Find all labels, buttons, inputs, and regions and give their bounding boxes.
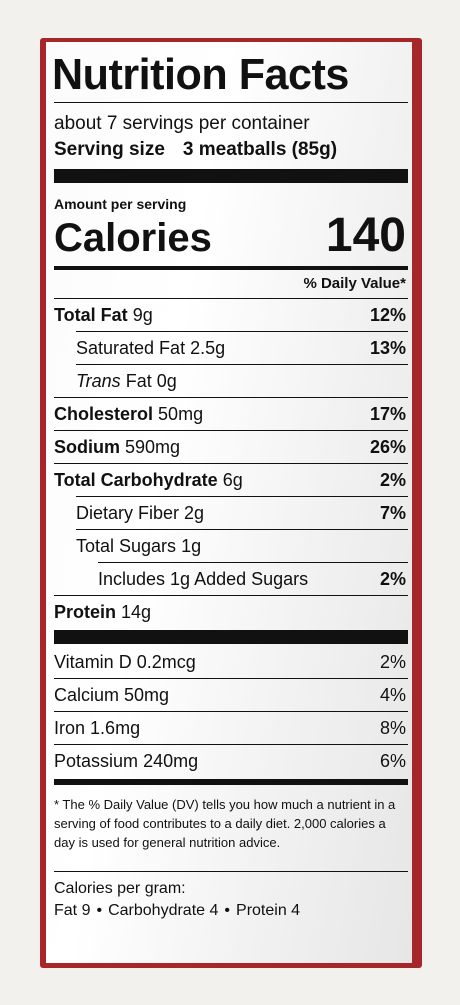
- divider: [54, 595, 408, 596]
- nutrient-row-total-fat: Total Fat 9g 12%: [52, 299, 408, 331]
- daily-value-header: % Daily Value*: [303, 275, 406, 292]
- nutrient-name: Total Fat: [54, 304, 128, 325]
- vitamin-amount: 50mg: [124, 684, 170, 705]
- nutrient-dv: 7%: [379, 502, 406, 523]
- label-title: Nutrition Facts: [52, 50, 349, 99]
- divider: [54, 102, 408, 103]
- divider: [76, 496, 408, 497]
- calories-label: Calories: [54, 216, 212, 260]
- divider: [98, 562, 408, 563]
- vitamin-row-iron: Iron 1.6mg 8%: [52, 712, 408, 744]
- nutrient-amount: 2g: [184, 502, 205, 523]
- nutrient-row-dietary-fiber: Dietary Fiber 2g 7%: [52, 497, 408, 529]
- calories-per-gram-label: Calories per gram:: [54, 880, 186, 897]
- nutrient-row-sodium: Sodium 590mg 26%: [52, 431, 408, 463]
- servings-per-container: about 7 servings per container: [54, 113, 310, 134]
- vitamin-dv: 4%: [379, 684, 406, 705]
- calories-value: 140: [325, 209, 406, 262]
- cpg-carb-value: 4: [209, 902, 219, 919]
- nutrient-dv: 26%: [369, 436, 406, 457]
- nutrient-dv: 13%: [369, 337, 406, 358]
- nutrient-name: Protein: [54, 601, 117, 622]
- divider: [54, 298, 408, 299]
- nutrient-amount: 14g: [121, 601, 152, 622]
- nutrient-name: Total Sugars: [76, 535, 177, 556]
- cpg-fat-value: 9: [81, 902, 91, 919]
- nutrient-name: Total Carbohydrate: [54, 469, 218, 490]
- label-panel: [46, 42, 412, 963]
- nutrient-row-saturated-fat: Saturated Fat 2.5g 13%: [52, 332, 408, 364]
- vitamin-row-calcium: Calcium 50mg 4%: [52, 679, 408, 711]
- nutrient-name: Sodium: [54, 436, 120, 457]
- divider: [54, 430, 408, 431]
- nutrient-row-total-carbohydrate: Total Carbohydrate 6g 2%: [52, 464, 408, 496]
- cpg-fat-name: Fat: [54, 902, 78, 919]
- calories-row: Calories 140: [52, 209, 408, 262]
- vitamin-dv: 6%: [379, 750, 406, 771]
- divider-thick: [54, 169, 408, 183]
- nutrient-dv: 2%: [379, 568, 406, 589]
- nutrition-facts-label: Nutrition Facts about 7 servings per con…: [52, 48, 408, 922]
- divider-medium: [54, 266, 408, 270]
- nutrient-name-rest: Fat: [125, 370, 152, 391]
- nutrient-row-cholesterol: Cholesterol 50mg 17%: [52, 398, 408, 430]
- vitamin-name: Iron: [54, 717, 86, 738]
- nutrient-row-trans-fat: Trans Fat 0g: [52, 365, 408, 397]
- serving-size-label: Serving size: [54, 139, 165, 160]
- vitamin-amount: 0.2mcg: [136, 651, 196, 672]
- bullet-separator: •: [224, 902, 231, 919]
- divider: [54, 397, 408, 398]
- daily-value-footnote: * The % Daily Value (DV) tells you how m…: [54, 797, 396, 850]
- calories-per-gram-values: Fat 9 • Carbohydrate 4 • Protein 4: [52, 900, 408, 922]
- divider: [76, 529, 408, 530]
- vitamin-dv: 2%: [379, 651, 406, 672]
- nutrient-name: Dietary Fiber: [76, 502, 180, 523]
- cpg-protein-value: 4: [291, 902, 301, 919]
- nutrient-row-total-sugars: Total Sugars 1g: [52, 530, 408, 562]
- nutrient-amount: 6g: [222, 469, 243, 490]
- nutrient-dv: 17%: [369, 403, 406, 424]
- nutrient-row-protein: Protein 14g: [52, 596, 408, 628]
- nutrient-amount: 9g: [132, 304, 153, 325]
- nutrient-name: Cholesterol: [54, 403, 154, 424]
- divider: [54, 463, 408, 464]
- nutrient-amount: 0g: [156, 370, 177, 391]
- nutrient-amount: 50mg: [158, 403, 204, 424]
- divider-thick: [54, 630, 408, 644]
- vitamin-dv: 8%: [379, 717, 406, 738]
- vitamin-name: Calcium: [54, 684, 120, 705]
- bullet-separator: •: [96, 902, 103, 919]
- serving-size-value: 3 meatballs (85g): [182, 139, 338, 160]
- amount-per-serving: Amount per serving: [54, 196, 187, 212]
- nutrient-row-added-sugars: Includes 1g Added Sugars 2%: [52, 563, 408, 595]
- vitamin-name: Vitamin D: [54, 651, 132, 672]
- divider: [54, 711, 408, 712]
- serving-size: Serving size 3 meatballs (85g): [52, 137, 408, 163]
- nutrient-dv: 12%: [369, 304, 406, 325]
- divider-medium: [54, 779, 408, 785]
- cpg-carb-name: Carbohydrate: [108, 902, 206, 919]
- vitamin-row-potassium: Potassium 240mg 6%: [52, 745, 408, 777]
- nutrient-amount: 1g: [181, 535, 202, 556]
- vitamin-amount: 1.6mg: [90, 717, 141, 738]
- divider: [54, 744, 408, 745]
- vitamin-row-vitamin-d: Vitamin D 0.2mcg 2%: [52, 646, 408, 678]
- nutrient-name: Trans: [76, 370, 121, 391]
- divider: [76, 364, 408, 365]
- vitamin-amount: 240mg: [143, 750, 199, 771]
- cpg-protein-name: Protein: [236, 902, 287, 919]
- divider: [54, 871, 408, 872]
- divider: [54, 678, 408, 679]
- vitamin-name: Potassium: [54, 750, 139, 771]
- nutrient-amount: 2.5g: [190, 337, 226, 358]
- divider: [76, 331, 408, 332]
- nutrient-name: Saturated Fat: [76, 337, 186, 358]
- nutrient-amount: 590mg: [125, 436, 181, 457]
- nutrient-dv: 2%: [379, 469, 406, 490]
- nutrient-name: Includes 1g Added Sugars: [98, 568, 309, 589]
